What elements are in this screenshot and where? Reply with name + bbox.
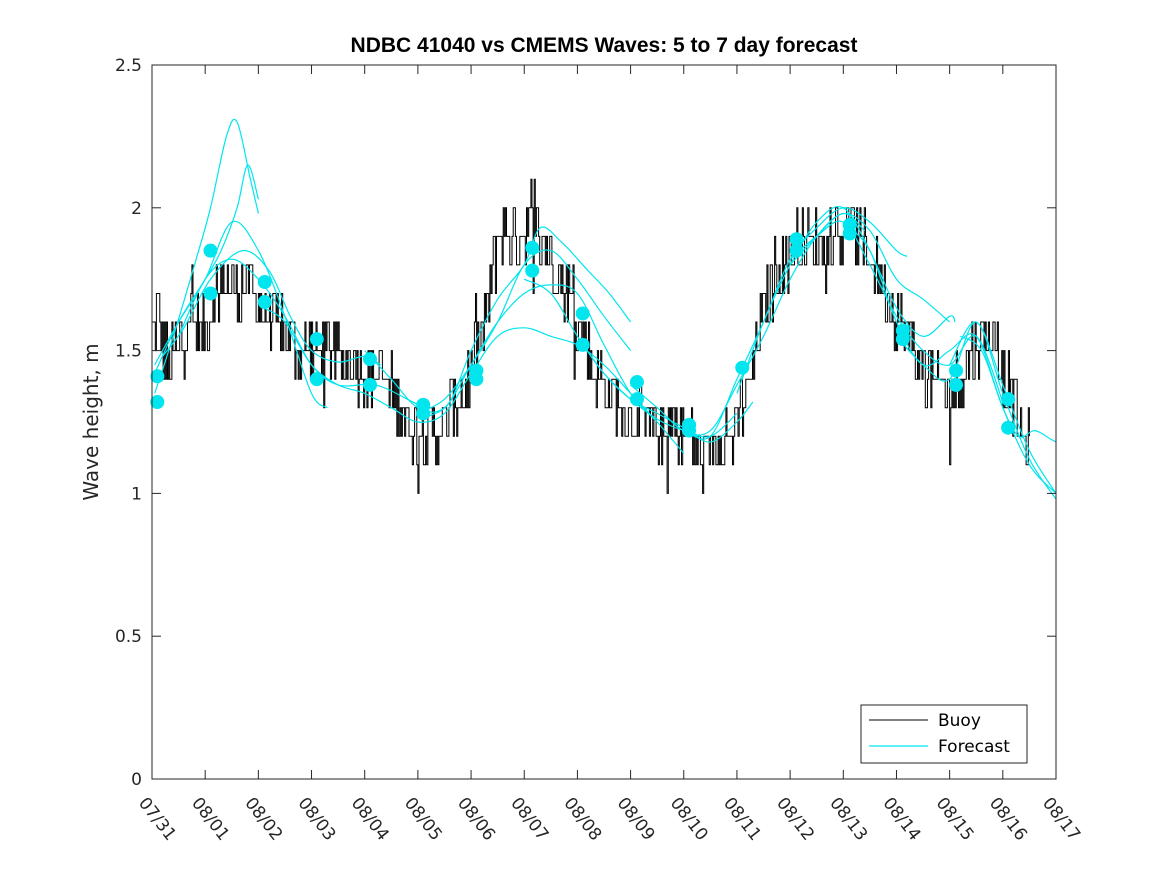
forecast-line-fc16 [789, 220, 1004, 403]
y-tick-label: 2 [131, 199, 142, 219]
forecast-marker [949, 363, 964, 378]
legend-forecast-label: Forecast [938, 737, 1010, 757]
markers-layer [150, 217, 1016, 438]
forecast-line-fc3 [154, 220, 328, 409]
forecast-marker [629, 392, 644, 407]
forecast-marker [575, 337, 590, 352]
plot-area [152, 65, 1056, 779]
forecast-marker [682, 417, 697, 432]
forecast-marker [257, 295, 272, 310]
legend: Buoy Forecast [860, 704, 1028, 764]
chart-title: NDBC 41040 vs CMEMS Waves: 5 to 7 day fo… [351, 34, 858, 57]
forecast-line-fc7 [364, 284, 658, 423]
forecast-line-fc5 [178, 258, 424, 409]
forecast-marker [309, 372, 324, 387]
legend-box [860, 704, 1028, 764]
forecast-marker [629, 375, 644, 390]
forecast-marker [469, 363, 484, 378]
forecast-marker [575, 306, 590, 321]
forecast-marker [525, 240, 540, 255]
forecast-line-fc20 [959, 335, 1057, 443]
forecast-line-fc4 [162, 249, 382, 366]
forecast-marker [203, 243, 218, 258]
forecast-marker [525, 263, 540, 278]
forecast-marker [789, 232, 804, 247]
axes-box [151, 64, 1057, 780]
legend-buoy-label: Buoy [938, 711, 981, 731]
forecast-marker [416, 397, 431, 412]
forecast-marker [1001, 420, 1016, 435]
forecast-marker [257, 275, 272, 290]
forecast-marker [203, 286, 218, 301]
forecast-marker [363, 352, 378, 367]
forecast-marker [949, 377, 964, 392]
forecast-marker [1001, 392, 1016, 407]
y-tick-label: 2.5 [115, 56, 142, 76]
forecast-marker [309, 332, 324, 347]
forecast-marker [842, 217, 857, 232]
y-axis-label: Wave height, m [79, 343, 103, 500]
forecast-marker [150, 369, 165, 384]
forecast-marker [150, 395, 165, 410]
y-tick-label: 0.5 [115, 627, 142, 647]
y-tick-label: 1 [131, 484, 142, 504]
forecast-line-fc19 [949, 321, 1057, 494]
forecast-marker [895, 323, 910, 338]
forecast-line-fc17 [842, 221, 1057, 494]
y-tick-label: 0 [131, 770, 142, 790]
forecast-marker [363, 377, 378, 392]
forecast-marker [735, 360, 750, 375]
y-tick-label: 1.5 [115, 342, 142, 362]
